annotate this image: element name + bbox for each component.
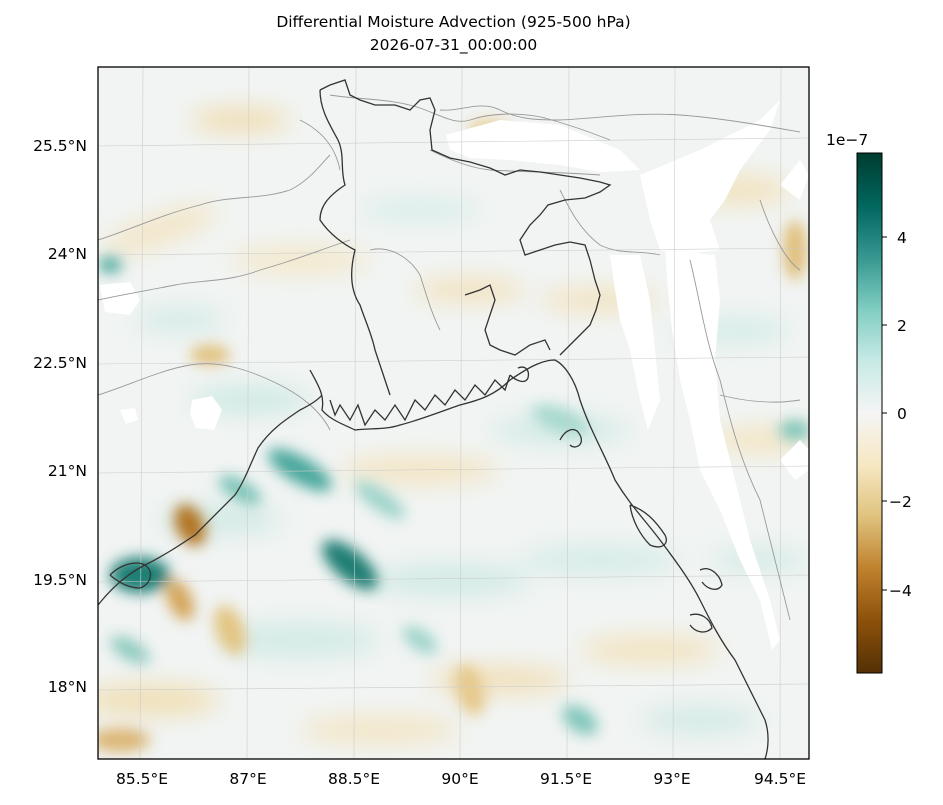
coastline [98,79,769,759]
lat-label: 25.5°N [33,137,87,155]
colorbar-tick-label: 4 [897,229,907,247]
map-gridlines [98,67,809,759]
lat-label: 21°N [48,462,87,480]
lon-label: 93°E [653,770,690,788]
lon-label: 85.5°E [116,770,168,788]
colorbar: 1e−7 4 2 0 −2 −4 [826,131,912,674]
country-borders [98,94,801,621]
lat-label: 18°N [48,678,87,696]
colorbar-tick-label: 2 [897,317,907,335]
lon-label: 91.5°E [540,770,592,788]
map-timestamp: 2026-07-31_00:00:00 [369,36,538,54]
colorbar-tick-label: −2 [889,493,912,511]
colorbar-ticks [882,236,887,591]
colorbar-tick-label: 0 [897,405,907,423]
lat-label: 24°N [48,245,87,263]
lon-label: 90°E [441,770,478,788]
lon-label: 94.5°E [754,770,806,788]
lon-label: 87°E [229,770,266,788]
lat-label: 19.5°N [33,571,87,589]
latitude-labels: 25.5°N 24°N 22.5°N 21°N 19.5°N 18°N [33,137,87,696]
lon-label: 88.5°E [328,770,380,788]
colorbar-tick-label: −4 [889,582,912,600]
advection-field [98,67,809,759]
colorbar-gradient [856,152,883,674]
map-frame [97,66,810,760]
map-title: Differential Moisture Advection (925-500… [276,13,631,31]
longitude-labels: 85.5°E 87°E 88.5°E 90°E 91.5°E 93°E 94.5… [116,770,806,788]
lat-label: 22.5°N [33,354,87,372]
colorbar-offset-label: 1e−7 [826,131,868,149]
